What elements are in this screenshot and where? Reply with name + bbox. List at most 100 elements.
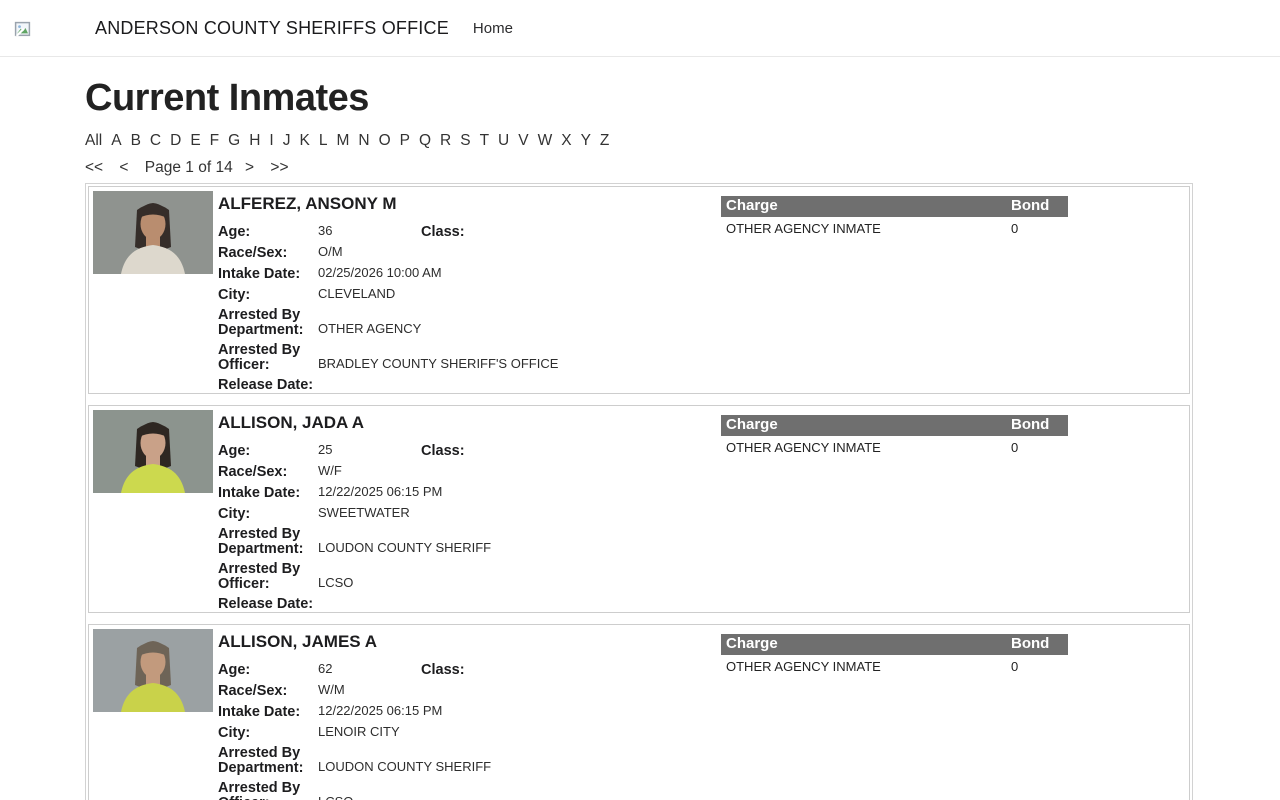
page-title: Current Inmates [85,77,369,119]
release-date-row: Release Date: [218,378,721,393]
alpha-filter-c[interactable]: C [149,132,162,149]
intake-date-value: 12/22/2025 06:15 PM [318,484,443,499]
inmate-list: ALFEREZ, ANSONY M Age: 36 Class: Race/Se… [85,183,1193,800]
pagination-first[interactable]: << [85,159,104,176]
arrested-by-officer-row: Arrested By Officer: LCSO [218,562,721,591]
race-sex-label: Race/Sex: [218,244,288,261]
top-navbar: ANDERSON COUNTY SHERIFFS OFFICE Home [0,0,1280,57]
alpha-filter-x[interactable]: X [561,132,572,149]
mugshot-placeholder-image [93,191,213,274]
mugshot-placeholder-image [93,629,213,712]
alpha-filter-i[interactable]: I [269,132,274,149]
city-row: City: CLEVELAND [218,286,721,303]
charge-row: OTHER AGENCY INMATE 0 [721,655,1068,676]
alpha-filter-g[interactable]: G [228,132,241,149]
arrested-by-department-value: LOUDON COUNTY SHERIFF [318,759,492,774]
alpha-filter-t[interactable]: T [479,132,490,149]
alpha-filter-w[interactable]: W [537,132,553,149]
age-class-row: Age: 62 Class: [218,661,721,677]
alpha-filter-m[interactable]: M [336,132,350,149]
class-label: Class: [421,223,465,240]
city-label: City: [218,505,251,522]
alpha-filter-d[interactable]: D [170,132,182,149]
intake-date-label: Intake Date: [218,265,301,282]
release-date-label: Release Date: [218,596,314,612]
charge-value: OTHER AGENCY INMATE [726,440,881,455]
intake-date-row: Intake Date: 12/22/2025 06:15 PM [218,703,721,719]
nav-home-link[interactable]: Home [472,19,513,37]
inmate-details: ALLISON, JADA A Age: 25 Class: Race/Sex:… [218,408,721,612]
charge-rows: OTHER AGENCY INMATE 0 [721,655,1068,676]
charge-table-header: Charge Bond [721,196,1068,217]
release-date-row: Release Date: [218,597,721,612]
bond-column-header: Bond [1011,416,1050,433]
race-sex-value: W/M [318,682,345,697]
pagination-prev[interactable]: < [119,159,129,176]
intake-date-row: Intake Date: 12/22/2025 06:15 PM [218,484,721,500]
inmate-name: ALLISON, JAMES A [218,632,377,651]
alpha-filter-f[interactable]: F [209,132,220,149]
site-title: ANDERSON COUNTY SHERIFFS OFFICE [95,17,449,38]
arrested-by-department-label: Arrested By Department: [218,745,304,776]
charge-row: OTHER AGENCY INMATE 0 [721,217,1068,238]
alpha-filter-l[interactable]: L [318,132,328,149]
race-sex-label: Race/Sex: [218,682,288,699]
alpha-filter-h[interactable]: H [249,132,261,149]
broken-image-icon [14,21,31,37]
arrested-by-department-label: Arrested By Department: [218,307,304,338]
alpha-filter-b[interactable]: B [130,132,141,149]
arrested-by-officer-row: Arrested By Officer: LCSO [218,781,721,800]
inmate-mugshot [93,191,213,274]
charge-table: Charge Bond OTHER AGENCY INMATE 0 [721,634,1068,676]
age-value: 25 [318,442,333,457]
alpha-filter-o[interactable]: O [378,132,391,149]
alpha-filter-u[interactable]: U [498,132,510,149]
city-row: City: SWEETWATER [218,505,721,522]
alpha-filter-r[interactable]: R [440,132,452,149]
bond-value: 0 [1011,659,1019,674]
alpha-filter-e[interactable]: E [190,132,201,149]
mugshot-placeholder-image [93,410,213,493]
city-label: City: [218,286,251,303]
arrested-by-officer-value: LCSO [318,794,721,800]
alpha-filter-k[interactable]: K [299,132,310,149]
pagination: << < Page 1 of 14 > >> [85,157,1193,178]
main-content: Current Inmates All A B C D E F G H I J K L M N O P Q R S T U… [0,76,1280,800]
charge-column-header: Charge [726,635,778,652]
intake-date-value: 02/25/2026 10:00 AM [318,265,442,280]
charge-value: OTHER AGENCY INMATE [726,659,881,674]
alpha-filter-j[interactable]: J [282,132,291,149]
race-sex-row: Race/Sex: W/F [218,463,721,479]
bond-value: 0 [1011,221,1019,236]
alpha-filter-y[interactable]: Y [580,132,591,149]
age-value: 36 [318,223,333,238]
pagination-next[interactable]: > [245,159,255,176]
arrested-by-officer-label: Arrested By Officer: [218,780,301,800]
arrested-by-officer-label: Arrested By Officer: [218,561,301,592]
alpha-filter-z[interactable]: Z [599,132,610,149]
alpha-filter-all[interactable]: All [85,132,103,149]
alpha-filter-a[interactable]: A [111,132,122,149]
city-value: CLEVELAND [318,286,396,301]
inmate-details: ALLISON, JAMES A Age: 62 Class: Race/Sex… [218,627,721,800]
release-date-value [318,611,721,612]
race-sex-value: O/M [318,244,343,259]
inmate-name: ALLISON, JADA A [218,413,365,432]
age-value: 62 [318,661,333,676]
city-value: SWEETWATER [318,505,410,520]
pagination-last[interactable]: >> [270,159,289,176]
alpha-filter-v[interactable]: V [518,132,529,149]
inmate-card: ALLISON, JAMES A Age: 62 Class: Race/Sex… [88,624,1190,800]
charges-section: Charge Bond OTHER AGENCY INMATE 0 [721,189,1187,393]
arrested-by-officer-row: Arrested By Officer: BRADLEY COUNTY SHER… [218,343,721,372]
alpha-filter-q[interactable]: Q [418,132,432,149]
alphabet-filter: All A B C D E F G H I J K L M N O P Q R S T U V W X Y Z [85,130,1193,151]
race-sex-row: Race/Sex: O/M [218,244,721,261]
alpha-filter-s[interactable]: S [460,132,471,149]
inmate-mugshot [93,629,213,712]
release-date-label: Release Date: [218,377,314,393]
alpha-filter-n[interactable]: N [358,132,370,149]
alpha-filter-p[interactable]: P [399,132,410,149]
release-date-value [318,392,721,393]
bond-value: 0 [1011,440,1019,455]
